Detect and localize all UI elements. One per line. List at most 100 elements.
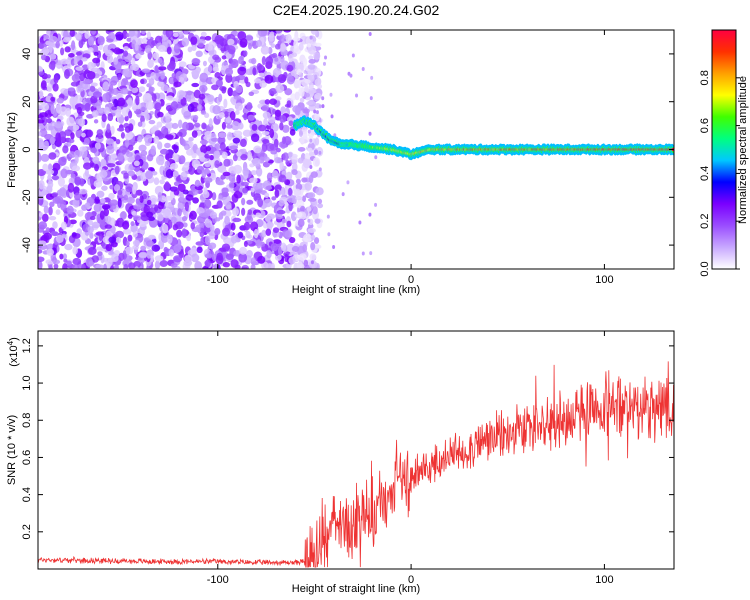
spectrogram-cell [287,194,296,204]
spectrogram-cell [140,150,148,157]
spectrogram-cell [271,196,277,201]
spectrogram-cell [48,125,54,131]
spectrogram-cell [154,204,159,212]
spectrogram-cell [51,192,59,197]
spectrogram-cell [293,39,299,49]
spectrogram-cell [243,240,248,248]
spectrogram-cell [204,153,210,159]
spectrogram-cell [292,162,298,172]
spectrogram-cell [82,162,92,170]
spectrogram-cell [240,181,249,186]
spectrogram-cell [295,178,301,184]
spectrogram-cell [72,257,82,266]
snr-panel: -100 0 100 0.2 0.4 0.6 0.8 1.0 1.2 Height of str… [6,330,675,595]
spectrogram-cell [278,174,287,183]
spectrogram-cell [307,218,311,223]
spectrogram-cell [52,83,59,92]
spectrogram-cell [140,245,147,252]
spectrogram-cell [54,121,63,129]
spectrogram-cell [87,36,94,46]
spectrogram-cell [42,163,49,172]
spectrogram-x-tick-label: 100 [595,274,613,286]
spectrogram-cell [120,211,127,220]
spectrogram-cell [115,111,122,118]
spectrogram-cell [71,232,77,237]
spectrogram-cell [124,115,129,122]
spectrogram-cell [307,129,311,134]
spectrogram-cell [140,30,146,35]
spectrogram-cell [204,43,213,52]
spectrogram-cell [269,98,278,106]
spectrogram-cell [361,251,365,256]
spectrogram-cell [225,201,232,210]
spectrogram-cell [165,115,171,123]
spectrogram-cell [150,71,156,81]
spectrogram-cell [257,30,267,37]
spectrogram-cell [86,70,96,80]
spectrogram-cell [209,154,214,161]
spectrogram-cell [93,180,103,188]
spectrogram-cell [170,216,177,224]
spectrogram-cell [38,131,42,137]
spectrogram-cell [109,184,114,190]
spectrogram-cell [92,156,100,164]
spectrogram-cell [114,31,124,41]
spectrogram-cell [300,87,305,97]
spectrogram-cell [301,177,308,183]
spectrogram-cell [308,55,314,60]
spectrogram-cell [153,135,160,145]
spectrogram-cell [327,232,331,237]
colorbar-ramp [711,29,737,270]
spectrogram-cell [234,264,241,269]
spectrogram-cell [164,134,174,140]
spectrogram-cell [173,244,182,253]
spectrogram-cell [261,104,269,112]
snr-y-multiplier: (x104) [6,337,20,367]
spectrogram-cell [51,175,60,181]
spectrogram-cell [157,44,167,53]
spectrogram-cell [113,57,119,65]
spectrogram-cell [298,130,304,137]
spectrogram-cell [166,63,176,72]
spectrogram-cell [95,264,105,269]
spectrogram-cell [196,104,203,112]
spectrogram-cell [46,243,55,248]
spectrogram-cell [96,190,105,198]
spectrogram-cell [215,255,224,265]
spectrogram-cell [330,114,334,119]
spectrogram-cell [124,138,130,148]
spectrogram-cell [306,43,312,48]
spectrogram-cell [233,130,243,137]
spectrogram-cell [116,127,125,132]
spectrogram-cell [190,222,196,230]
spectrogram-cell [91,44,99,54]
spectrogram-cell [212,105,221,115]
spectrogram-cell [274,189,280,198]
spectrogram-cell [41,54,47,61]
spectrogram-cell [141,68,151,73]
spectrogram-cell [98,233,103,242]
spectrogram-cell [308,260,318,269]
spectrogram-cell [91,110,99,118]
spectrogram-cell [296,261,303,269]
spectrogram-cell [241,197,246,206]
spectrogram-cell [138,144,147,152]
spectrogram-cell [102,81,110,92]
spectrogram-cell [164,142,171,149]
spectrogram-cell [65,107,72,117]
spectrogram-cell [145,240,155,247]
spectrogram-cell [269,128,275,139]
spectrogram-cell [145,101,154,110]
spectrogram-cell [237,231,244,239]
spectrogram-cell [56,97,64,104]
spectrogram-cell [160,233,169,244]
spectrogram-cell [222,171,231,177]
spectrogram-cell [355,93,359,98]
spectrogram-cell [351,53,355,58]
spectrogram-cell [211,84,219,91]
spectrogram-cell [127,156,135,163]
spectrogram-cell [218,132,227,139]
spectrogram-cell [269,31,275,37]
spectrogram-cell [307,197,317,202]
colorbar-ticks: 0.0 0.2 0.4 0.6 0.8 [699,70,740,277]
